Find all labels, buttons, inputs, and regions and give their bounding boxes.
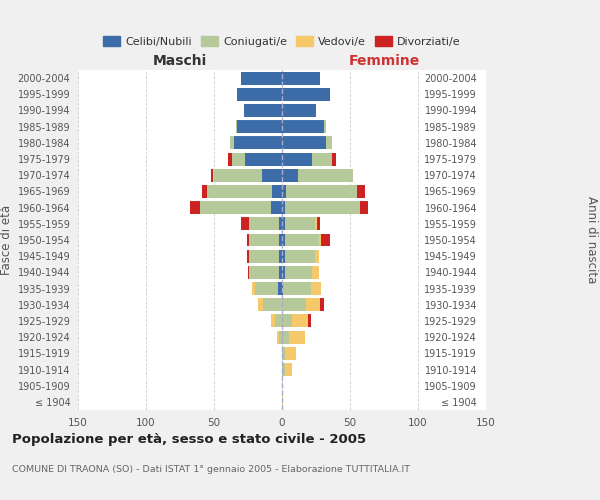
Bar (285, 363, 292, 376)
Bar (244, 104, 282, 117)
Bar (282, 363, 285, 376)
Bar (230, 136, 235, 149)
Bar (272, 185, 282, 198)
Bar (283, 282, 311, 295)
Bar (359, 201, 368, 214)
Bar (271, 314, 275, 328)
Bar (278, 282, 282, 295)
Bar (271, 201, 282, 214)
Text: Femmine: Femmine (349, 54, 419, 68)
Bar (311, 282, 322, 295)
Bar (292, 314, 308, 328)
Bar (232, 152, 245, 166)
Bar (262, 169, 282, 181)
Bar (324, 120, 326, 133)
Text: Maschi: Maschi (153, 54, 207, 68)
Bar (322, 234, 329, 246)
Bar (235, 136, 282, 149)
Bar (282, 347, 285, 360)
Bar (255, 282, 278, 295)
Bar (312, 266, 319, 279)
Bar (285, 250, 314, 262)
Bar (282, 120, 324, 133)
Bar (279, 266, 282, 279)
Bar (202, 185, 207, 198)
Bar (282, 136, 326, 149)
Bar (207, 185, 272, 198)
Bar (282, 104, 316, 117)
Bar (282, 298, 307, 311)
Bar (314, 250, 319, 262)
Bar (257, 298, 263, 311)
Bar (277, 330, 279, 344)
Bar (285, 266, 312, 279)
Bar (298, 169, 353, 181)
Bar (211, 169, 212, 181)
Bar (357, 185, 365, 198)
Bar (332, 152, 337, 166)
Bar (252, 282, 255, 295)
Bar (279, 218, 282, 230)
Bar (285, 347, 296, 360)
Bar (245, 152, 282, 166)
Bar (275, 314, 282, 328)
Bar (307, 298, 320, 311)
Bar (320, 298, 324, 311)
Bar (250, 234, 279, 246)
Bar (282, 88, 329, 101)
Text: Anni di nascita: Anni di nascita (584, 196, 598, 284)
Bar (214, 169, 262, 181)
Bar (317, 218, 320, 230)
Bar (282, 72, 320, 85)
Bar (319, 234, 322, 246)
Bar (237, 120, 282, 133)
Bar (282, 266, 285, 279)
Bar (312, 152, 332, 166)
Bar (190, 201, 200, 214)
Bar (248, 266, 250, 279)
Bar (279, 330, 282, 344)
Bar (237, 88, 282, 101)
Bar (285, 218, 314, 230)
Bar (250, 250, 279, 262)
Bar (282, 185, 286, 198)
Bar (241, 218, 250, 230)
Bar (308, 314, 311, 328)
Bar (241, 72, 282, 85)
Bar (282, 396, 283, 408)
Bar (236, 120, 237, 133)
Bar (289, 330, 305, 344)
Bar (212, 169, 214, 181)
Bar (326, 136, 332, 149)
Bar (247, 250, 250, 262)
Bar (285, 201, 359, 214)
Bar (282, 169, 298, 181)
Bar (279, 250, 282, 262)
Bar (285, 234, 319, 246)
Bar (279, 234, 282, 246)
Bar (247, 234, 250, 246)
Bar (282, 314, 292, 328)
Bar (314, 218, 317, 230)
Bar (263, 298, 282, 311)
Bar (200, 201, 271, 214)
Legend: Celibi/Nubili, Coniugati/e, Vedovi/e, Divorziati/e: Celibi/Nubili, Coniugati/e, Vedovi/e, Di… (99, 32, 465, 51)
Bar (282, 282, 283, 295)
Text: COMUNE DI TRAONA (SO) - Dati ISTAT 1° gennaio 2005 - Elaborazione TUTTITALIA.IT: COMUNE DI TRAONA (SO) - Dati ISTAT 1° ge… (12, 465, 410, 474)
Bar (250, 218, 279, 230)
Bar (282, 234, 285, 246)
Bar (282, 218, 285, 230)
Bar (282, 152, 312, 166)
Bar (282, 201, 285, 214)
Bar (286, 185, 357, 198)
Text: Popolazione per età, sesso e stato civile - 2005: Popolazione per età, sesso e stato civil… (12, 432, 366, 446)
Bar (282, 330, 289, 344)
Bar (227, 152, 232, 166)
Bar (282, 250, 285, 262)
Bar (250, 266, 279, 279)
Y-axis label: Fasce di età: Fasce di età (1, 205, 13, 275)
